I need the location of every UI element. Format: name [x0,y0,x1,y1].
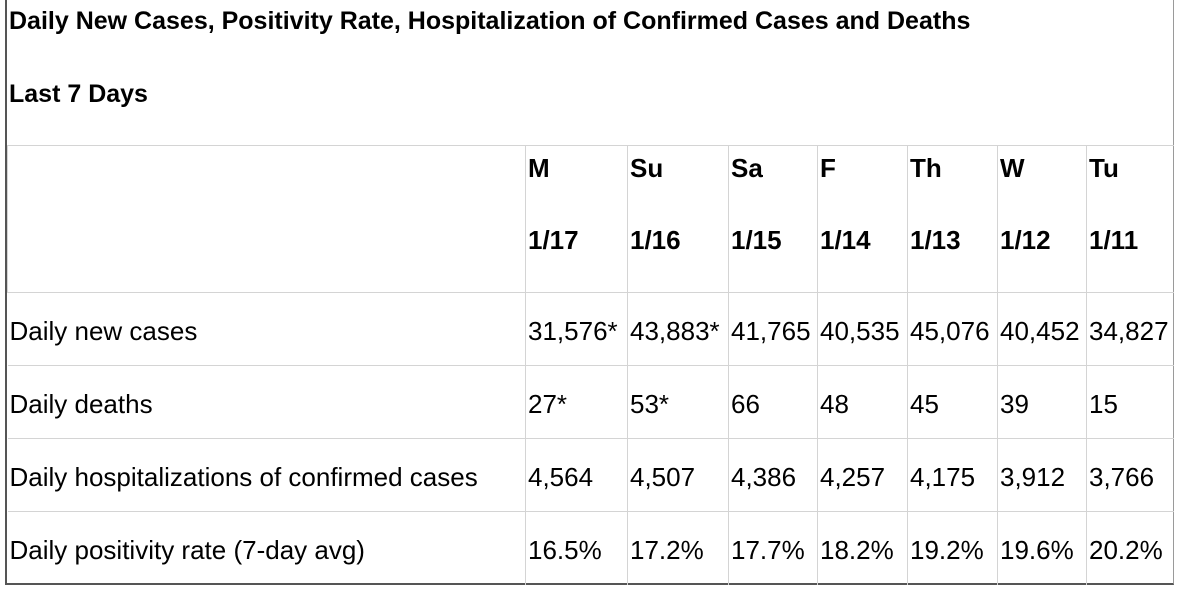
table-cell: 27* [525,365,628,439]
table-cell: 18.2% [817,511,908,585]
row-label: Daily new cases [7,292,526,366]
table-cell: 43,883* [627,292,729,366]
column-date: 1/14 [820,225,871,255]
table-cell: 31,576* [525,292,628,366]
column-date: 1/16 [630,225,681,255]
table-cell: 40,535 [817,292,908,366]
table-cell: 53* [627,365,729,439]
daily-stats-table: M 1/17 Su 1/16 Sa 1/15 F 1/14 Th 1/13 W 1/12 T… [7,145,1174,585]
table-row: Daily new cases 31,576* 43,883* 41,765 4… [7,292,1174,366]
row-label: Daily deaths [7,365,526,439]
table-cell: 4,507 [627,438,729,512]
header-row: M 1/17 Su 1/16 Sa 1/15 F 1/14 Th 1/13 W 1/12 T… [7,145,1174,293]
table-cell: 66 [728,365,818,439]
column-day: Tu [1089,153,1119,183]
table-cell: 15 [1086,365,1174,439]
table-cell: 3,912 [997,438,1087,512]
table-cell: 17.2% [627,511,729,585]
page-subtitle: Last 7 Days [9,80,148,108]
table-cell: 19.2% [907,511,998,585]
table-cell: 4,175 [907,438,998,512]
column-day: Th [910,153,942,183]
table-cell: 39 [997,365,1087,439]
column-date: 1/15 [731,225,782,255]
table-cell: 34,827 [1086,292,1174,366]
table-cell: 45 [907,365,998,439]
header-empty-cell [7,145,526,293]
table-row: Daily positivity rate (7-day avg) 16.5% … [7,511,1174,585]
table-cell: 19.6% [997,511,1087,585]
page-title: Daily New Cases, Positivity Rate, Hospit… [9,7,971,35]
column-date: 1/17 [528,225,579,255]
table-cell: 16.5% [525,511,628,585]
column-date: 1/11 [1089,225,1139,255]
column-header: Th 1/13 [907,145,998,293]
column-day: M [528,153,550,183]
column-day: W [1000,153,1025,183]
table-row: Daily deaths 27* 53* 66 48 45 39 15 [7,365,1174,439]
column-header: Sa 1/15 [728,145,818,293]
row-label: Daily hospitalizations of confirmed case… [7,438,526,512]
column-header: Su 1/16 [627,145,729,293]
table-cell: 40,452 [997,292,1087,366]
table-cell: 3,766 [1086,438,1174,512]
column-date: 1/13 [910,225,961,255]
column-header: M 1/17 [525,145,628,293]
table-cell: 4,257 [817,438,908,512]
table-cell: 48 [817,365,908,439]
column-header: Tu 1/11 [1086,145,1174,293]
column-header: F 1/14 [817,145,908,293]
table-row: Daily hospitalizations of confirmed case… [7,438,1174,512]
table-cell: 20.2% [1086,511,1174,585]
table-cell: 41,765 [728,292,818,366]
column-day: Sa [731,153,763,183]
table-cell: 4,564 [525,438,628,512]
table-cell: 4,386 [728,438,818,512]
column-date: 1/12 [1000,225,1051,255]
table-cell: 45,076 [907,292,998,366]
column-day: F [820,153,836,183]
row-label: Daily positivity rate (7-day avg) [7,511,526,585]
table-cell: 17.7% [728,511,818,585]
column-day: Su [630,153,664,183]
column-header: W 1/12 [997,145,1087,293]
